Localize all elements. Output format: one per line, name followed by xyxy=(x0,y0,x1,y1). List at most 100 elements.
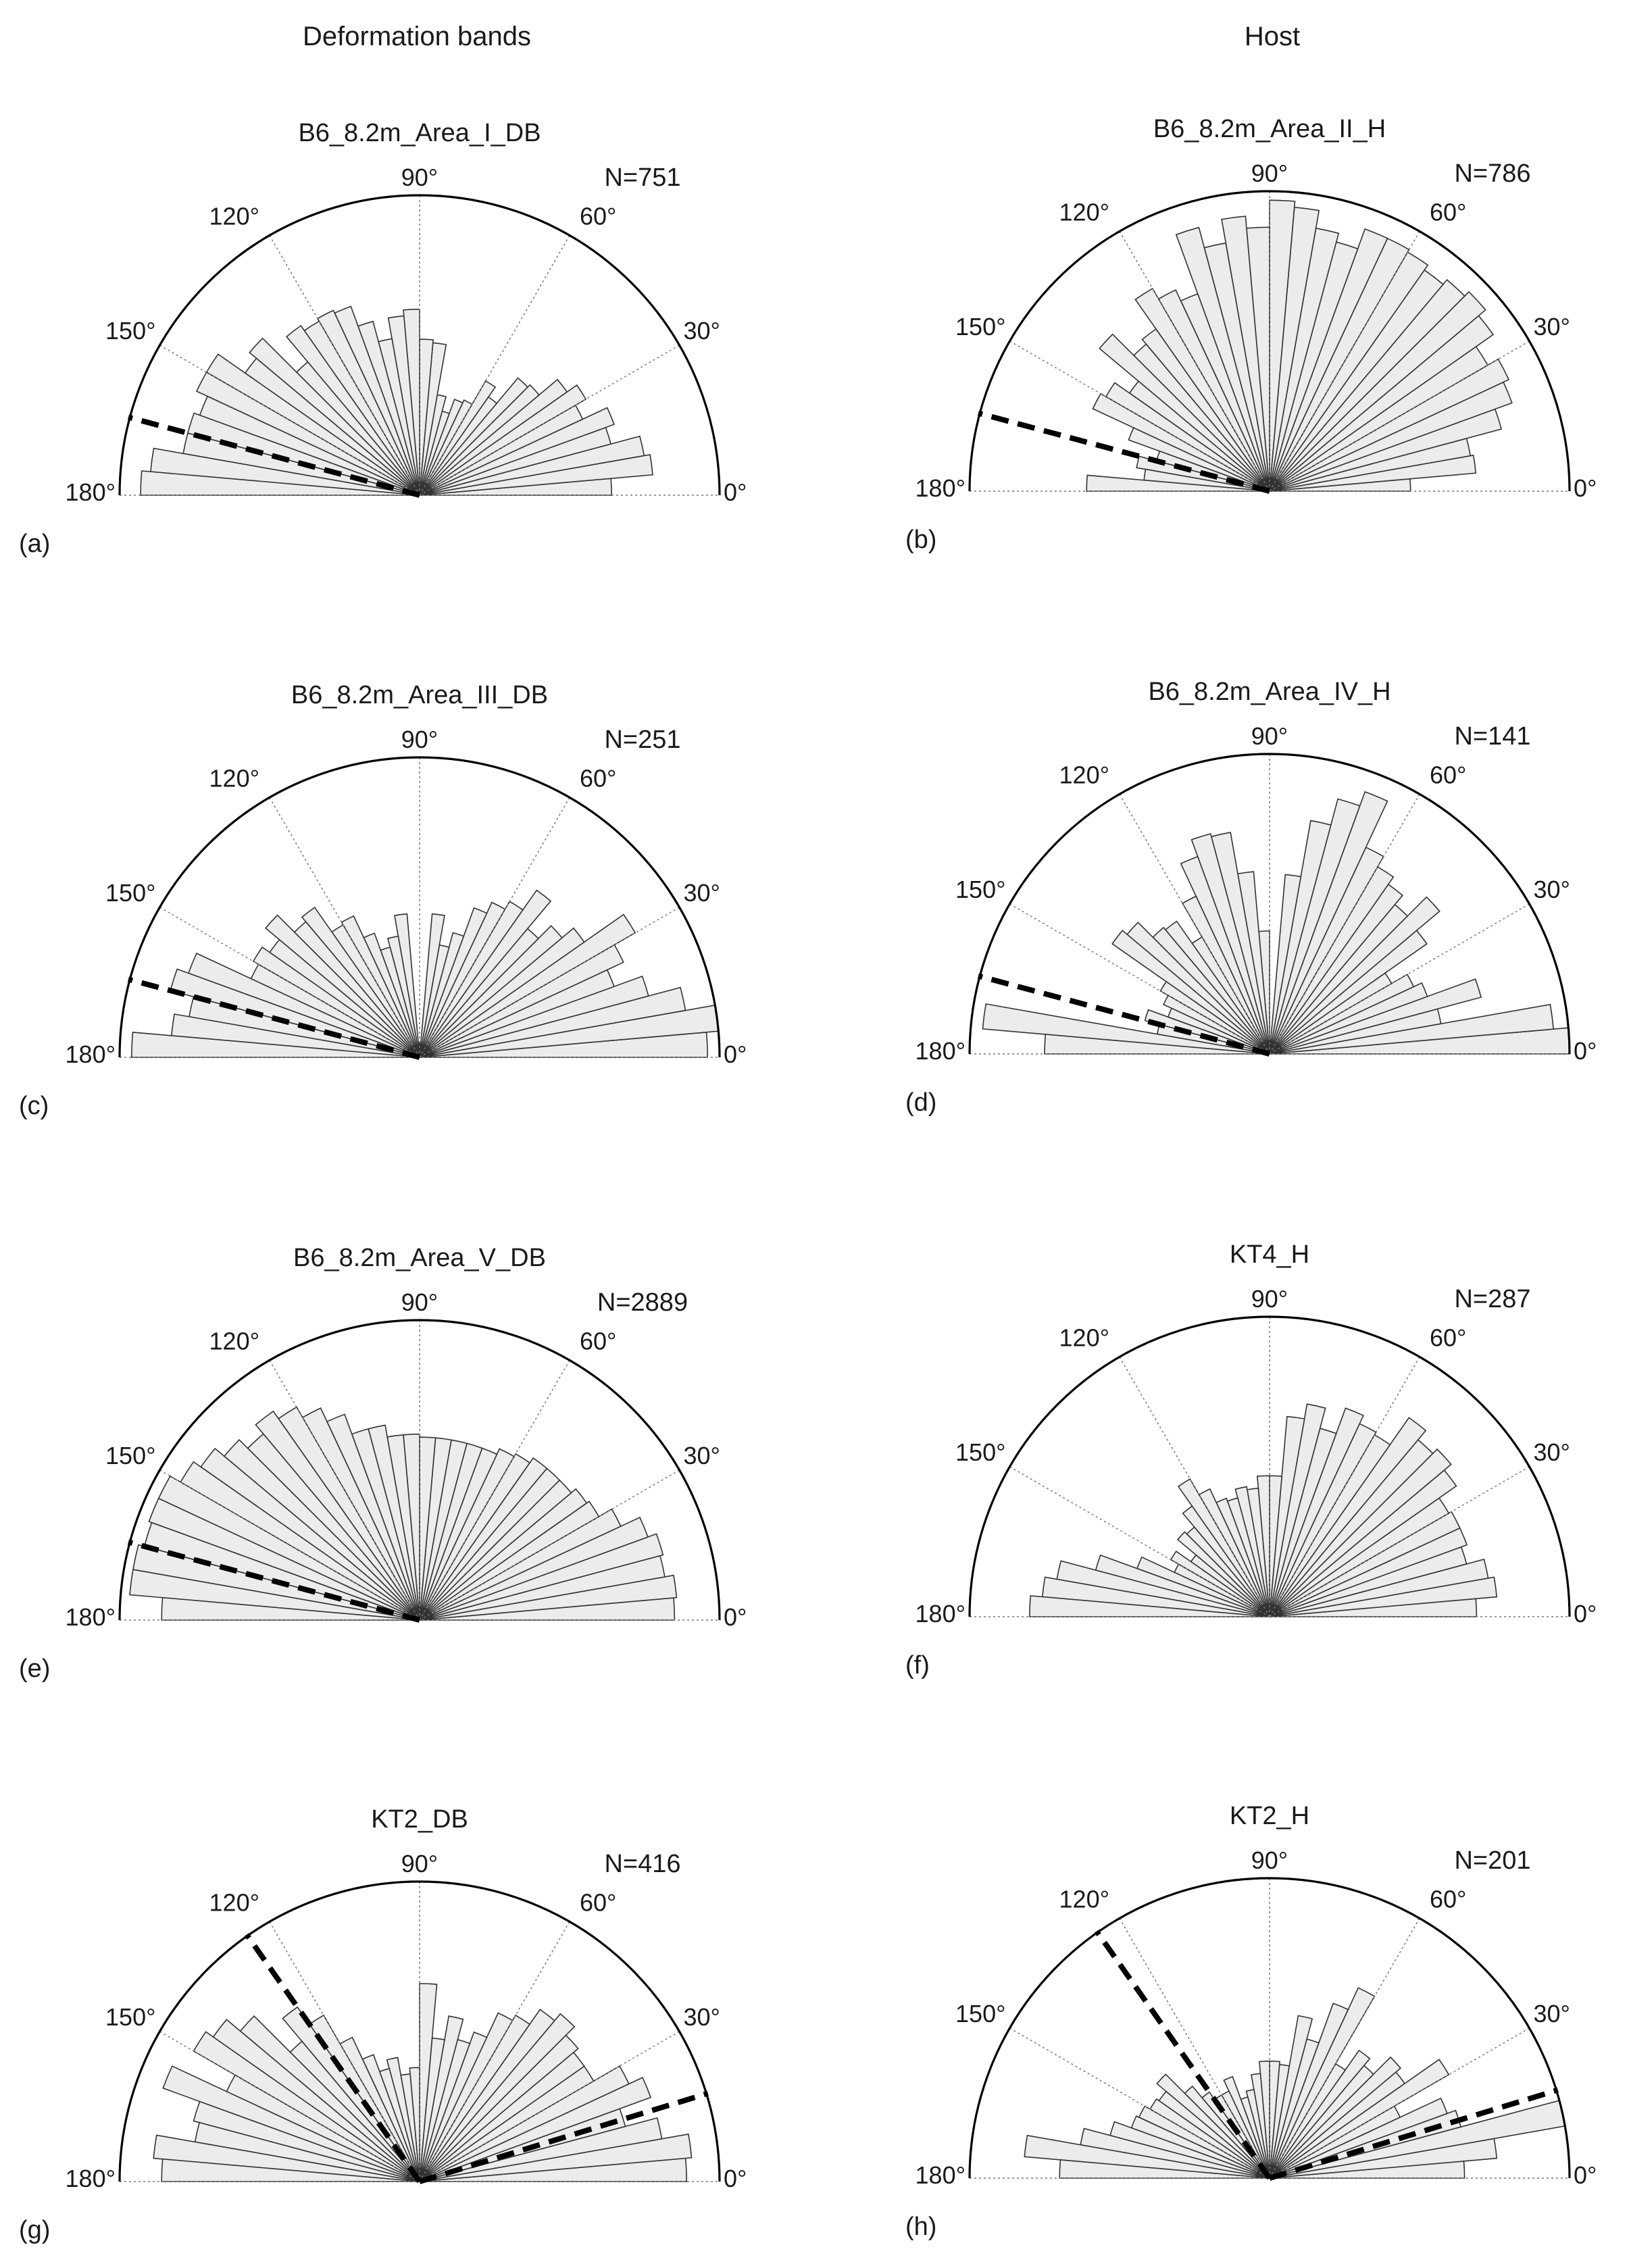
rose-petal xyxy=(419,1488,588,1621)
rose-petal xyxy=(249,337,420,496)
trend-line-1 xyxy=(1094,1930,1272,2180)
rose-petal xyxy=(153,2134,420,2182)
rose-petal xyxy=(419,925,563,1058)
angle-label-150: 150° xyxy=(105,879,155,907)
panel-letter-label: (b) xyxy=(905,526,936,554)
angle-label-120: 120° xyxy=(209,1328,259,1355)
rose-petal xyxy=(419,1501,600,1621)
angle-label-180: 180° xyxy=(916,1600,966,1628)
angle-label-30: 30° xyxy=(1534,1438,1570,1466)
rose-petal xyxy=(982,1003,1270,1055)
rose-petal xyxy=(129,1569,420,1621)
angle-label-0: 0° xyxy=(1574,1600,1597,1628)
rose-petal xyxy=(193,2100,420,2182)
angle-label-90: 90° xyxy=(401,726,438,753)
angle-label-150: 150° xyxy=(955,1438,1005,1466)
rose-petal xyxy=(341,915,420,1058)
sample-count-label: N=416 xyxy=(604,1850,680,1878)
rose-petal xyxy=(419,380,497,496)
rose-panel-f: 0° 30° 60° 90° 120° 150° 180° KT4_H N=287 (f) xyxy=(905,1240,1597,1680)
outer-semicircle xyxy=(968,753,1571,1055)
rose-petal xyxy=(252,946,420,1058)
rose-petal xyxy=(1182,895,1270,1055)
rose-panel-c: 0° 30° 60° 90° 120° 150° 180° B6_8.2m_Area_III_… xyxy=(19,681,747,1120)
rose-petal xyxy=(1269,2059,1450,2179)
rose-petal xyxy=(1163,994,1270,1055)
angle-label-180: 180° xyxy=(66,1603,116,1631)
rose-petal xyxy=(419,1448,515,1621)
rose-petal xyxy=(1269,982,1428,1055)
panel-title: B6_8.2m_Area_IV_H xyxy=(1148,678,1390,706)
rose-petal xyxy=(162,2065,420,2182)
angle-label-120: 120° xyxy=(1059,1324,1109,1352)
rose-petal xyxy=(419,399,463,496)
angle-label-90: 90° xyxy=(1251,1285,1288,1313)
panel-title: B6_8.2m_Area_V_DB xyxy=(293,1244,546,1272)
rose-petal xyxy=(255,1410,420,1621)
sample-count-label: N=2889 xyxy=(597,1288,688,1317)
rose-petal xyxy=(1028,1595,1270,1617)
angle-label-30: 30° xyxy=(1534,876,1570,903)
trend-line-1 xyxy=(244,1933,422,2184)
rose-petal xyxy=(1269,1417,1427,1617)
rose-petal xyxy=(1269,1403,1326,1617)
angle-label-150: 150° xyxy=(955,876,1005,903)
rose-petal xyxy=(1269,358,1510,492)
panel-title: KT2_DB xyxy=(371,1805,468,1834)
rose-petal xyxy=(140,470,420,496)
rose-petal xyxy=(1269,1407,1364,1617)
panel-title: B6_8.2m_Area_II_H xyxy=(1153,115,1386,143)
trend-line-1 xyxy=(977,410,1271,494)
panel-letter-label: (c) xyxy=(19,1092,49,1120)
angle-label-180: 180° xyxy=(916,1037,966,1065)
column-header-host: Host xyxy=(1245,22,1300,51)
panel-letter-label: (d) xyxy=(905,1088,936,1117)
rose-petal xyxy=(419,378,568,496)
rose-panel-g: 0° 30° 60° 90° 120° 150° 180° KT2_DB N=416 (g) xyxy=(19,1805,747,2244)
angle-label-120: 120° xyxy=(1059,761,1109,789)
angle-label-180: 180° xyxy=(66,478,116,506)
rose-petal xyxy=(419,2009,555,2182)
rose-petal xyxy=(419,932,465,1058)
rose-petal xyxy=(1269,1415,1305,1617)
rose-petal xyxy=(419,1508,622,1621)
rose-petal xyxy=(1269,2049,1371,2179)
angle-label-90: 90° xyxy=(1251,722,1288,750)
rose-petal xyxy=(419,907,488,1058)
sample-count-label: N=201 xyxy=(1454,1846,1530,1875)
rose-petal xyxy=(1086,474,1270,492)
rose-petal xyxy=(1141,328,1270,492)
rose-petal xyxy=(1269,974,1415,1055)
rose-petal xyxy=(1159,980,1270,1055)
rose-panel-a: 0° 30° 60° 90° 120° 150° 180° B6_8.2m_Area_I_DB… xyxy=(19,119,747,558)
angle-label-90: 90° xyxy=(1251,159,1288,187)
rose-petal xyxy=(1269,2002,1349,2179)
outer-semicircle xyxy=(968,1877,1571,2179)
rose-petal xyxy=(419,1457,548,1621)
rose-petal xyxy=(264,914,420,1058)
angle-label-120: 120° xyxy=(209,203,259,230)
rose-petal xyxy=(1269,874,1302,1055)
angle-label-120: 120° xyxy=(1059,1886,1109,1913)
angle-label-60: 60° xyxy=(1430,1886,1466,1913)
angle-label-180: 180° xyxy=(916,2161,966,2189)
angle-label-0: 0° xyxy=(724,1040,747,1068)
rose-panels: 0° 30° 60° 90° 120° 150° 180° B6_8.2m_Area_I_DB… xyxy=(19,115,1597,2244)
rose-petal xyxy=(1176,1531,1270,1617)
angle-label-60: 60° xyxy=(580,1328,616,1355)
panel-title: B6_8.2m_Area_III_DB xyxy=(291,681,548,709)
rose-petal xyxy=(1269,820,1332,1055)
rose-petal xyxy=(419,2013,576,2182)
rose-petal xyxy=(419,2065,630,2182)
panel-title: KT2_H xyxy=(1230,1802,1309,1830)
rose-petal xyxy=(1024,2134,1270,2179)
rose-petal xyxy=(1044,1034,1270,1055)
angle-label-90: 90° xyxy=(401,163,438,191)
angle-label-180: 180° xyxy=(66,2165,116,2192)
rose-petal xyxy=(1269,2015,1313,2179)
rose-petal xyxy=(1269,199,1296,492)
angle-label-90: 90° xyxy=(1251,1846,1288,1874)
rose-petal xyxy=(1269,2056,1402,2179)
angle-label-0: 0° xyxy=(1574,1037,1597,1065)
rose-petal xyxy=(161,1596,420,1621)
